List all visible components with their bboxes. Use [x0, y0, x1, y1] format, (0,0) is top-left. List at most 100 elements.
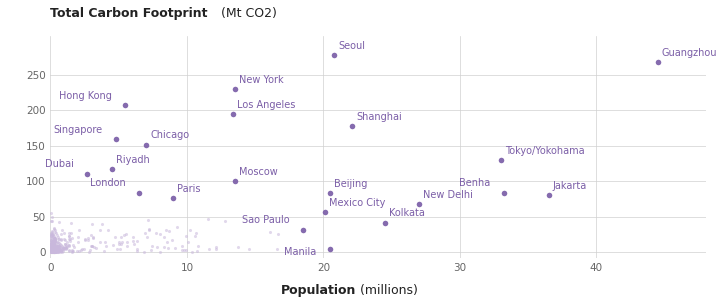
Point	[55, 231, 66, 236]
Point	[46, 249, 58, 254]
Point	[60, 245, 72, 250]
Point	[50, 247, 62, 251]
Point	[53, 248, 65, 253]
Point	[50, 244, 62, 249]
Point	[53, 248, 65, 253]
Point	[48, 246, 59, 251]
Text: Population: Population	[281, 284, 356, 297]
Point	[86, 232, 97, 237]
Point	[57, 245, 68, 250]
Point	[47, 249, 58, 254]
Point	[48, 225, 60, 230]
Point	[83, 250, 94, 254]
Point	[47, 248, 58, 253]
Point	[53, 249, 64, 254]
Point	[51, 240, 63, 245]
Point	[46, 248, 58, 253]
Point	[45, 248, 57, 253]
Point	[45, 249, 57, 254]
Point	[50, 247, 62, 252]
Point	[51, 244, 63, 249]
Point	[49, 239, 60, 244]
Point	[45, 245, 56, 250]
Point	[46, 249, 58, 254]
Point	[48, 244, 59, 248]
Point	[64, 238, 76, 243]
Point	[53, 248, 64, 253]
Point	[76, 248, 87, 252]
Point	[48, 247, 59, 251]
Point	[45, 242, 56, 247]
Point	[50, 243, 61, 248]
Point	[243, 247, 255, 251]
Point	[112, 247, 123, 252]
Point	[65, 220, 76, 225]
Point	[143, 217, 154, 222]
Point	[52, 248, 63, 253]
Point	[50, 246, 61, 251]
Point	[61, 240, 73, 245]
Point	[80, 238, 91, 242]
Point	[53, 243, 65, 248]
Point	[53, 244, 65, 249]
Point	[49, 247, 60, 252]
Point	[379, 220, 390, 225]
Point	[50, 246, 61, 251]
Point	[57, 243, 68, 248]
Point	[328, 53, 340, 58]
Point	[46, 247, 58, 252]
Point	[48, 249, 59, 254]
Point	[47, 250, 58, 255]
Point	[66, 247, 78, 252]
Point	[54, 237, 66, 242]
Point	[203, 246, 215, 251]
Point	[47, 241, 58, 245]
Text: Seoul: Seoul	[338, 41, 366, 51]
Point	[79, 236, 91, 241]
Point	[50, 248, 62, 253]
Text: New Delhi: New Delhi	[423, 190, 473, 200]
Point	[46, 242, 58, 247]
Point	[45, 237, 57, 242]
Point	[45, 245, 57, 250]
Point	[45, 234, 57, 239]
Point	[48, 243, 59, 248]
Point	[53, 248, 65, 252]
Point	[55, 248, 67, 253]
Text: Total Carbon Footprint: Total Carbon Footprint	[50, 8, 208, 20]
Point	[143, 226, 155, 231]
Point	[46, 233, 58, 238]
Point	[48, 248, 60, 252]
Point	[50, 249, 61, 254]
Point	[53, 247, 64, 252]
Point	[47, 230, 58, 235]
Point	[49, 248, 60, 253]
Point	[46, 244, 58, 248]
Point	[55, 245, 67, 250]
Point	[115, 241, 127, 246]
Point	[48, 250, 60, 254]
Point	[48, 249, 59, 254]
Text: Paris: Paris	[177, 184, 201, 194]
Text: Guangzhou: Guangzhou	[662, 48, 717, 58]
Point	[53, 249, 64, 254]
Point	[63, 244, 75, 249]
Point	[47, 248, 58, 252]
Point	[48, 237, 60, 242]
Point	[45, 242, 57, 247]
Text: Moscow: Moscow	[239, 167, 277, 177]
Point	[51, 250, 63, 254]
Point	[495, 158, 507, 163]
Point	[49, 250, 60, 255]
Text: Chicago: Chicago	[150, 130, 189, 140]
Point	[128, 242, 140, 247]
Point	[66, 250, 78, 254]
Point	[50, 249, 62, 254]
Point	[49, 238, 60, 243]
Point	[55, 247, 66, 252]
Point	[48, 249, 59, 254]
Point	[50, 249, 62, 254]
Point	[46, 246, 58, 250]
Point	[50, 238, 61, 243]
Point	[48, 244, 60, 249]
